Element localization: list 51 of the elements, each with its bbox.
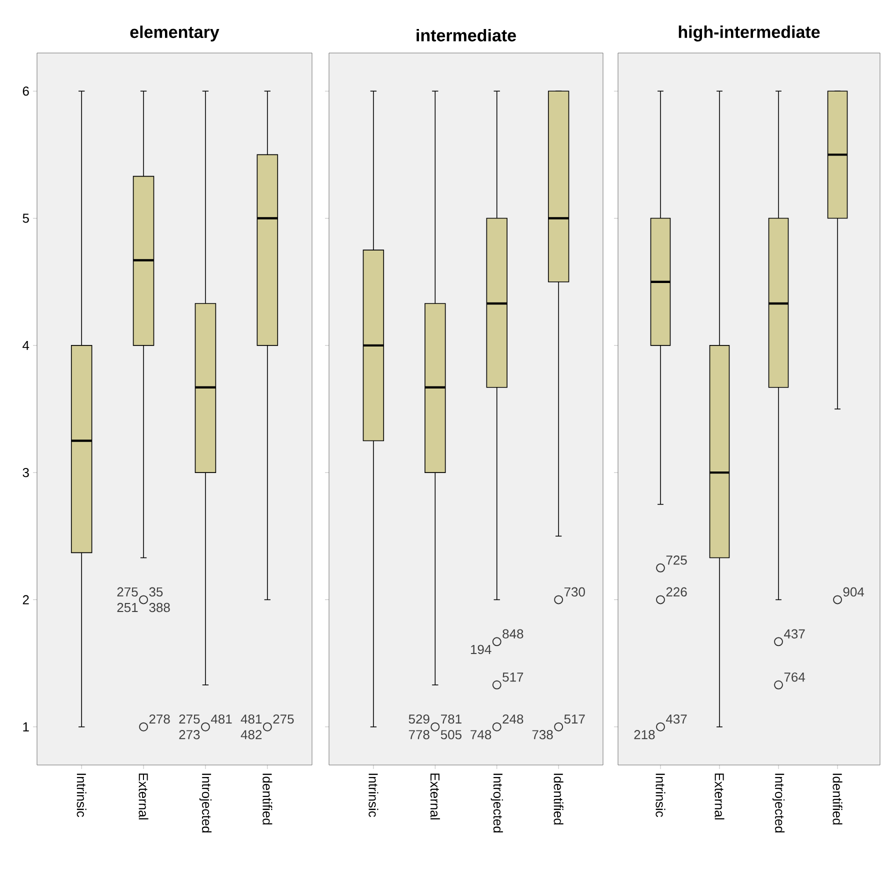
annotation: 218 xyxy=(634,730,655,740)
annotation: 529 xyxy=(408,714,430,724)
annotation: 848 xyxy=(502,629,524,638)
annotation: 482 xyxy=(240,730,262,740)
annotation: 778 xyxy=(408,730,430,740)
x-tick-label: Introjected xyxy=(199,774,212,832)
x-tick-label: External xyxy=(430,774,440,820)
x-tick-label: Introjected xyxy=(490,774,503,832)
annotation: 275 xyxy=(117,587,138,597)
y-tick-label: 1 xyxy=(23,722,29,732)
annotation: 517 xyxy=(564,714,585,724)
annotation: 273 xyxy=(179,730,200,740)
annotation: 725 xyxy=(666,556,687,565)
annotation: 388 xyxy=(149,602,170,612)
x-tick-label: Intrinsic xyxy=(368,774,378,817)
annotation: 248 xyxy=(502,714,524,724)
annotation: 505 xyxy=(440,730,462,740)
x-tick-label: External xyxy=(714,774,724,820)
annotation: 275 xyxy=(179,714,200,724)
y-tick-label: 5 xyxy=(22,214,29,223)
annotation: 904 xyxy=(843,587,864,597)
annotation: 275 xyxy=(273,714,294,724)
annotation: 764 xyxy=(784,672,806,682)
x-tick-label: Identified xyxy=(554,774,564,824)
y-tick-label: 4 xyxy=(22,340,30,350)
annotation: 278 xyxy=(149,714,170,724)
annotation: 251 xyxy=(117,602,138,612)
annotation: 730 xyxy=(564,587,585,597)
y-tick-label: 6 xyxy=(22,86,29,96)
annotation: 437 xyxy=(784,629,805,638)
annotation: 481 xyxy=(240,714,262,724)
annotation: 226 xyxy=(666,587,687,597)
x-tick-label: Intrinsic xyxy=(76,774,86,817)
annotation: 437 xyxy=(666,714,687,724)
x-tick-label: Identified xyxy=(262,774,272,824)
annotation: 781 xyxy=(441,714,462,724)
x-tick-label: Identified xyxy=(832,774,842,824)
chart-title: high-intermediate xyxy=(678,26,820,42)
chart-title: intermediate xyxy=(416,28,516,42)
x-tick-label: External xyxy=(138,774,148,820)
annotation: 738 xyxy=(532,730,553,740)
y-tick-label: 3 xyxy=(22,468,29,478)
x-tick-label: Introjected xyxy=(772,774,785,832)
annotation: 748 xyxy=(470,730,492,740)
chart-title: elementary xyxy=(130,26,220,42)
annotation: 35 xyxy=(149,587,163,597)
annotation: 517 xyxy=(502,672,524,682)
x-tick-label: Intrinsic xyxy=(656,774,666,817)
y-tick-label: 2 xyxy=(22,595,29,604)
annotation: 481 xyxy=(210,714,232,724)
annotation: 194 xyxy=(470,644,492,654)
